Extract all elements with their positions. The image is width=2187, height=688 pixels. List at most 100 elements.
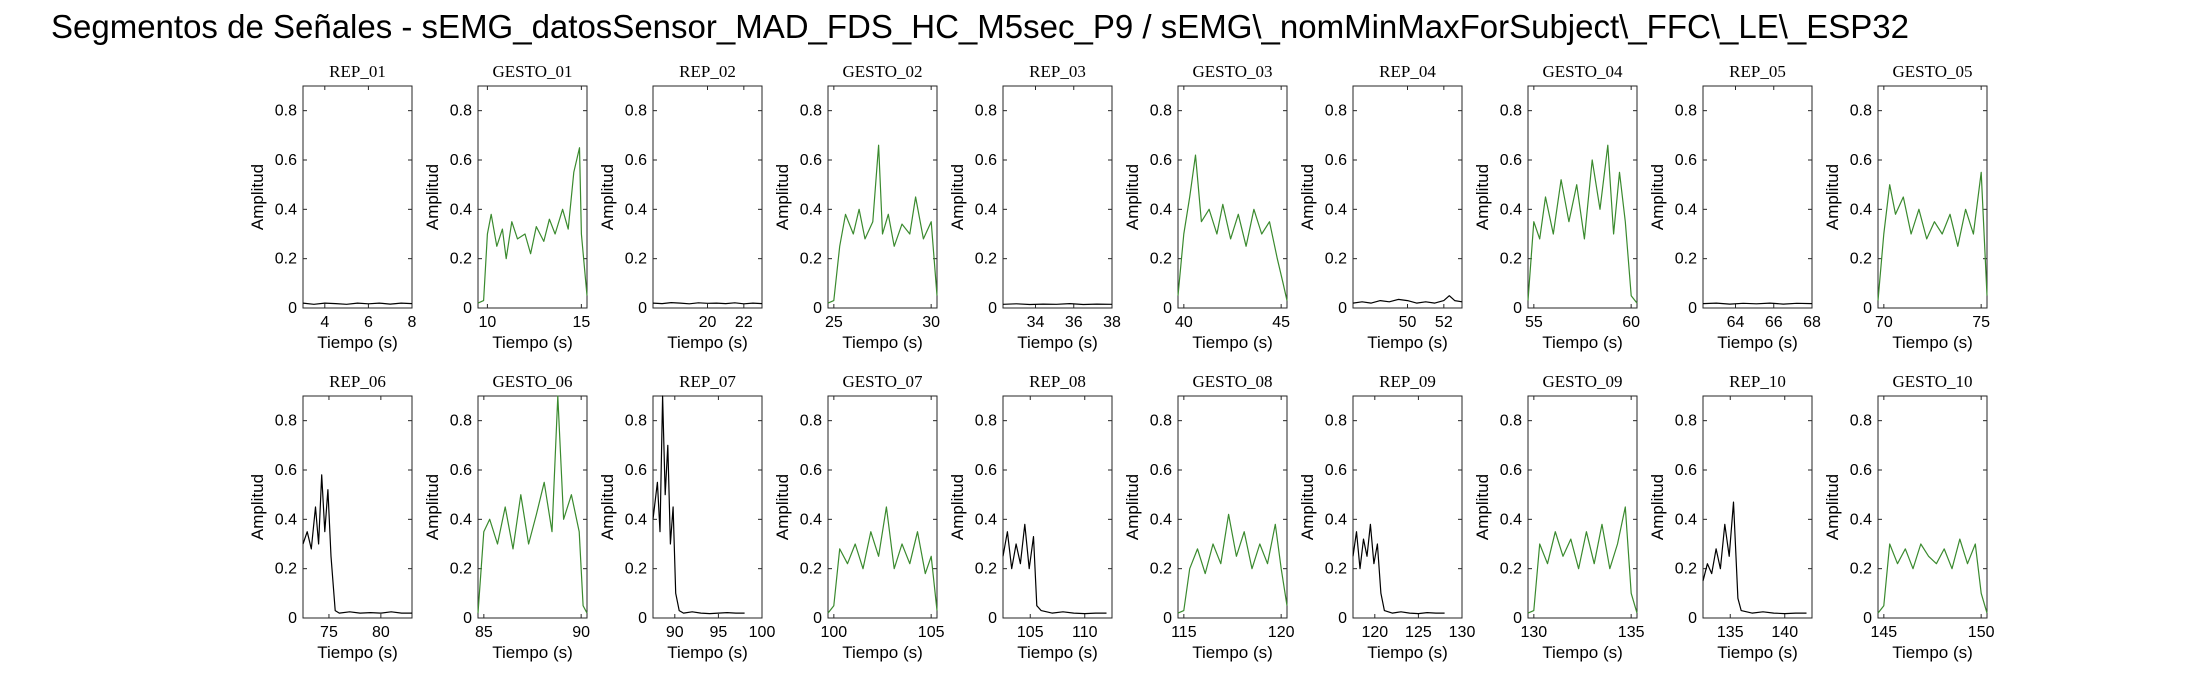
gesto-10-xtick-label: 145 <box>1870 624 1897 641</box>
rep-03-xtick-label: 34 <box>1027 314 1045 331</box>
rep-05-ylabel: Amplitud <box>1648 164 1667 230</box>
rep-10-xtick-label: 135 <box>1717 624 1744 641</box>
rep-04-signal-line <box>1352 295 1463 304</box>
rep-10-ytick-label: 0 <box>1688 610 1697 627</box>
gesto-04-ytick-label: 0 <box>1513 300 1522 317</box>
gesto-03-signal-line <box>1177 154 1288 301</box>
gesto-07-ytick-label: 0 <box>813 610 822 627</box>
gesto-01-axes-box <box>477 85 588 309</box>
rep-03-xlabel: Tiempo (s) <box>1017 333 1098 352</box>
gesto-09-xlabel: Tiempo (s) <box>1542 643 1623 662</box>
gesto-06-ylabel: Amplitud <box>423 474 442 540</box>
gesto-06-xtick-label: 85 <box>475 624 493 641</box>
gesto-05-xlabel: Tiempo (s) <box>1892 333 1973 352</box>
gesto-09-title: GESTO_09 <box>1543 372 1623 391</box>
gesto-07-ytick-label: 0.6 <box>800 462 822 479</box>
gesto-04-xlabel: Tiempo (s) <box>1542 333 1623 352</box>
gesto-04-signal-line <box>1527 144 1638 304</box>
gesto-08-ytick-label: 0.2 <box>1150 561 1172 578</box>
rep-08-signal-line <box>1002 523 1107 615</box>
rep-10-ytick-label: 0.4 <box>1675 511 1697 528</box>
gesto-07-signal-line <box>827 506 938 614</box>
gesto-06-ytick-label: 0 <box>463 610 472 627</box>
gesto-04-xtick-label: 60 <box>1622 314 1640 331</box>
rep-04-xtick-label: 50 <box>1399 314 1417 331</box>
rep-06-xtick-label: 80 <box>372 624 390 641</box>
gesto-02-signal-line <box>827 144 938 304</box>
rep-02-ytick-label: 0.2 <box>625 251 647 268</box>
rep-06-ytick-label: 0 <box>288 610 297 627</box>
rep-07-xlabel: Tiempo (s) <box>667 643 748 662</box>
gesto-05-xtick-label: 75 <box>1972 314 1990 331</box>
gesto-06-axes-box <box>477 395 588 619</box>
rep-02-xtick-label: 22 <box>735 314 753 331</box>
rep-04-ytick-label: 0.6 <box>1325 152 1347 169</box>
gesto-02-ytick-label: 0.2 <box>800 251 822 268</box>
rep-02-ylabel: Amplitud <box>598 164 617 230</box>
rep-10-xlabel: Tiempo (s) <box>1717 643 1798 662</box>
rep-07-xtick-label: 95 <box>710 624 728 641</box>
gesto-10-axes-box <box>1877 395 1988 619</box>
gesto-01-title: GESTO_01 <box>493 62 573 81</box>
gesto-01-ytick-label: 0.8 <box>450 103 472 120</box>
gesto-05-ytick-label: 0.2 <box>1850 251 1872 268</box>
rep-08-axes-box <box>1002 395 1113 619</box>
rep-06-signal-line <box>302 474 412 614</box>
gesto-06-ytick-label: 0.8 <box>450 413 472 430</box>
rep-05-axes-box <box>1702 85 1813 309</box>
rep-01-xtick-label: 4 <box>320 314 329 331</box>
gesto-04-ylabel: Amplitud <box>1473 164 1492 230</box>
rep-08-ytick-label: 0.4 <box>975 511 997 528</box>
rep-02-xlabel: Tiempo (s) <box>667 333 748 352</box>
gesto-04-xtick-label: 55 <box>1525 314 1543 331</box>
rep-07-ytick-label: 0.4 <box>625 511 647 528</box>
rep-07-ytick-label: 0 <box>638 610 647 627</box>
rep-10-ylabel: Amplitud <box>1648 474 1667 540</box>
rep-04-xlabel: Tiempo (s) <box>1367 333 1448 352</box>
rep-08-ytick-label: 0 <box>988 610 997 627</box>
rep-09-xtick-label: 120 <box>1361 624 1388 641</box>
gesto-01-ytick-label: 0 <box>463 300 472 317</box>
rep-02-axes-box <box>652 85 763 309</box>
gesto-07-title: GESTO_07 <box>843 372 923 391</box>
rep-01-ytick-label: 0.2 <box>275 251 297 268</box>
rep-02-signal-line <box>652 302 763 305</box>
rep-06-ytick-label: 0.4 <box>275 511 297 528</box>
rep-08-ytick-label: 0.8 <box>975 413 997 430</box>
gesto-01-ytick-label: 0.4 <box>450 201 472 218</box>
rep-03-signal-line <box>1002 303 1113 306</box>
rep-06-ytick-label: 0.2 <box>275 561 297 578</box>
rep-07-ylabel: Amplitud <box>598 474 617 540</box>
rep-09-signal-line <box>1352 523 1445 615</box>
rep-05-ytick-label: 0.6 <box>1675 152 1697 169</box>
rep-07-ytick-label: 0.2 <box>625 561 647 578</box>
rep-10-title: REP_10 <box>1729 372 1786 391</box>
gesto-03-xlabel: Tiempo (s) <box>1192 333 1273 352</box>
gesto-03-ytick-label: 0 <box>1163 300 1172 317</box>
rep-06-ylabel: Amplitud <box>248 474 267 540</box>
rep-05-xtick-label: 68 <box>1803 314 1821 331</box>
rep-03-ytick-label: 0.6 <box>975 152 997 169</box>
gesto-07-ytick-label: 0.2 <box>800 561 822 578</box>
rep-06-ytick-label: 0.6 <box>275 462 297 479</box>
rep-05-xtick-label: 64 <box>1727 314 1745 331</box>
gesto-01-ylabel: Amplitud <box>423 164 442 230</box>
gesto-10-title: GESTO_10 <box>1893 372 1973 391</box>
gesto-01-xlabel: Tiempo (s) <box>492 333 573 352</box>
rep-03-ytick-label: 0.8 <box>975 103 997 120</box>
gesto-02-ytick-label: 0.8 <box>800 103 822 120</box>
gesto-08-axes-box <box>1177 395 1288 619</box>
rep-02-ytick-label: 0 <box>638 300 647 317</box>
rep-01-ytick-label: 0.6 <box>275 152 297 169</box>
rep-03-axes-box <box>1002 85 1113 309</box>
rep-04-ytick-label: 0.4 <box>1325 201 1347 218</box>
gesto-08-ylabel: Amplitud <box>1123 474 1142 540</box>
rep-09-ytick-label: 0.6 <box>1325 462 1347 479</box>
rep-09-ylabel: Amplitud <box>1298 474 1317 540</box>
gesto-08-ytick-label: 0.8 <box>1150 413 1172 430</box>
gesto-10-xlabel: Tiempo (s) <box>1892 643 1973 662</box>
rep-07-ytick-label: 0.6 <box>625 462 647 479</box>
rep-10-signal-line <box>1702 501 1807 615</box>
gesto-08-xlabel: Tiempo (s) <box>1192 643 1273 662</box>
gesto-01-xtick-label: 10 <box>478 314 496 331</box>
